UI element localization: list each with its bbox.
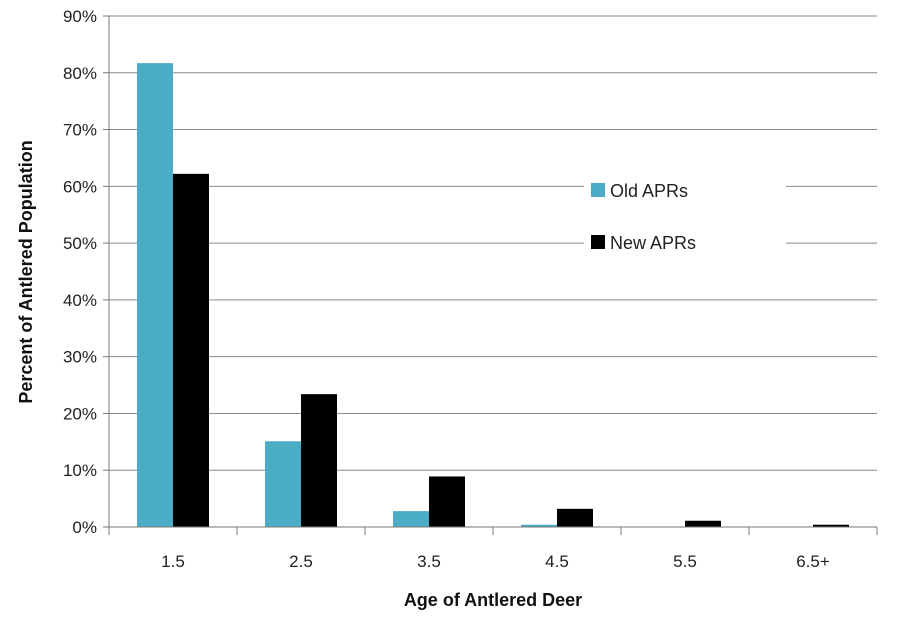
- x-tick-label: 5.5: [673, 552, 697, 571]
- bar-new-aprs-4-5: [557, 508, 593, 527]
- x-axis-title: Age of Antlered Deer: [404, 590, 582, 610]
- legend-swatch: [591, 183, 605, 197]
- bar-old-aprs-2-5: [265, 441, 301, 527]
- bar-old-aprs-3-5: [393, 511, 429, 527]
- bar-new-aprs-1-5: [173, 173, 209, 527]
- y-tick-label: 80%: [63, 64, 97, 83]
- y-tick-label: 20%: [63, 404, 97, 423]
- x-tick-label: 6.5+: [796, 552, 830, 571]
- x-tick-label: 2.5: [289, 552, 313, 571]
- y-axis-title: Percent of Antlered Population: [16, 140, 36, 403]
- y-tick-label: 40%: [63, 291, 97, 310]
- legend-label: New APRs: [610, 233, 696, 253]
- legend-label: Old APRs: [610, 181, 688, 201]
- bar-new-aprs-6-5: [813, 524, 849, 527]
- legend-swatch: [591, 235, 605, 249]
- legend-background: [584, 178, 786, 204]
- bar-new-aprs-5-5: [685, 520, 721, 527]
- y-tick-label: 70%: [63, 121, 97, 140]
- x-tick-label: 3.5: [417, 552, 441, 571]
- bar-new-aprs-2-5: [301, 394, 337, 527]
- y-tick-labels: 0% 10% 20% 30% 40% 50% 60% 70% 80% 90%: [63, 7, 109, 537]
- bar-new-aprs-3-5: [429, 476, 465, 527]
- x-tick-labels: 1.5 2.5 3.5 4.5 5.5 6.5+: [108, 527, 878, 571]
- y-tick-label: 90%: [63, 7, 97, 26]
- legend: Old APRs New APRs: [584, 178, 786, 256]
- bar-old-aprs-1-5: [137, 63, 173, 528]
- axes: [108, 16, 877, 528]
- y-tick-label: 10%: [63, 461, 97, 480]
- y-tick-label: 30%: [63, 348, 97, 367]
- bar-old-aprs-4-5: [521, 524, 557, 527]
- bars: [137, 63, 849, 528]
- y-tick-label: 50%: [63, 234, 97, 253]
- x-tick-label: 4.5: [545, 552, 569, 571]
- gridlines: [109, 15, 877, 471]
- x-tick-label: 1.5: [161, 552, 185, 571]
- legend-background: [584, 230, 786, 256]
- y-tick-label: 0%: [72, 518, 97, 537]
- y-tick-label: 60%: [63, 177, 97, 196]
